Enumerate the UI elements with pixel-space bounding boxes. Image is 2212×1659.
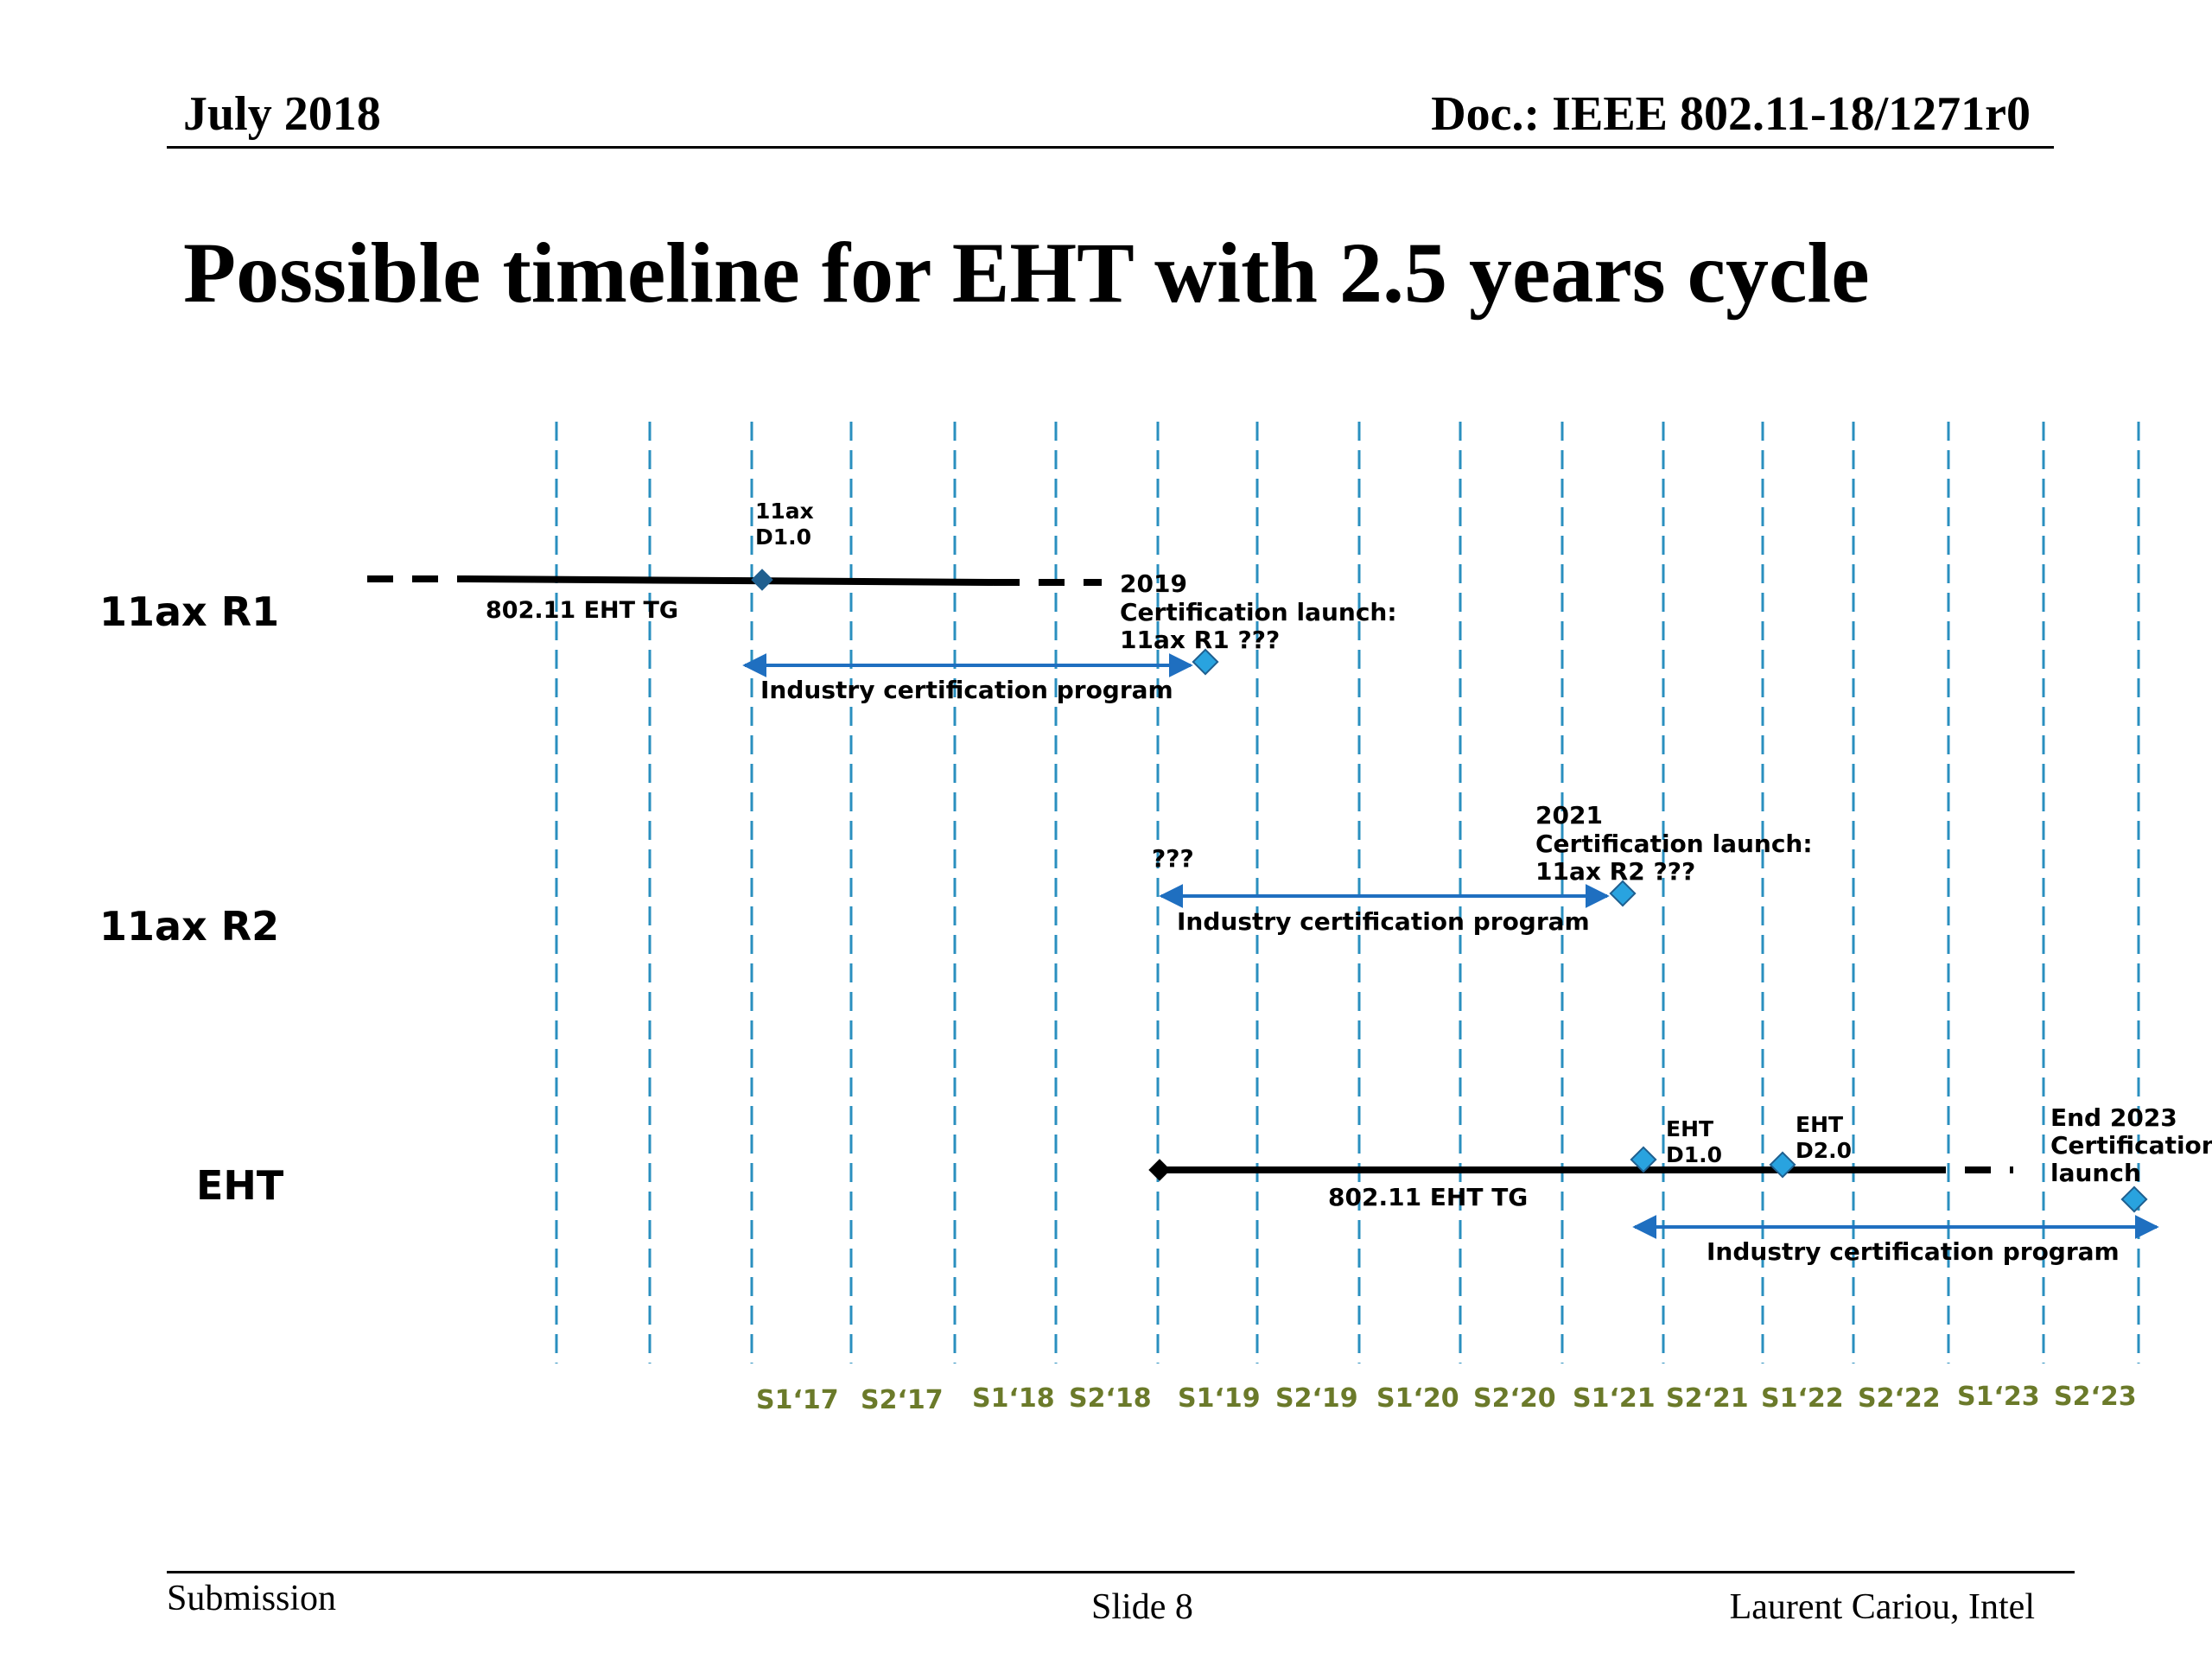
axis-label: S2‘17 [861,1385,944,1415]
eht-launch-label-line1: End 2023 [2050,1103,2177,1132]
r1-launch-label-line1: 2019 [1120,569,1187,598]
r2-start-label: ??? [1152,844,1194,873]
axis-label: S1‘23 [1957,1382,2040,1412]
r1-d10-label-line1: 11ax [755,499,814,524]
eht-start-milestone-diamond [1148,1159,1171,1181]
eht-d20-label-line2: D2.0 [1796,1138,1852,1163]
axis-label: S1‘19 [1178,1383,1261,1414]
header-date: July 2018 [183,87,381,141]
eht-d20-label-line1: EHT [1796,1112,1843,1137]
row-11ax-r1: 11ax D1.0 802.11 EHT TG 2019 Certificati… [367,499,1397,704]
row-label-eht: EHT [196,1162,284,1209]
eht-launch-milestone-diamond [2120,1185,2148,1213]
footer-submission: Submission [167,1579,337,1618]
eht-d10-label-line2: D1.0 [1666,1142,1722,1167]
eht-launch-label-line3: launch [2050,1159,2141,1187]
row-11ax-r2: ??? 2021 Certification launch: 11ax R2 ?… [1152,801,1813,936]
axis-label: S2‘19 [1275,1383,1358,1414]
eht-launch-label-line2: Certification [2050,1131,2212,1160]
r1-d10-label-line2: D1.0 [755,524,811,550]
eht-d20-milestone-diamond [1769,1151,1796,1179]
r2-launch-label-line2: Certification launch: [1535,830,1813,858]
axis-label: S1‘17 [756,1385,839,1415]
header-doc-id: Doc.: IEEE 802.11-18/1271r0 [1431,87,2031,141]
r1-launch-label-line2: Certification launch: [1120,598,1397,626]
row-eht: EHT D1.0 EHT D2.0 End 2023 Certification… [1148,1103,2212,1266]
slide-title: Possible timeline for EHT with 2.5 years… [183,225,1870,321]
r2-launch-label-line3: 11ax R2 ??? [1535,857,1695,886]
footer-author: Laurent Cariou, Intel [1729,1587,2035,1627]
eht-tg-label: 802.11 EHT TG [1328,1183,1528,1211]
row-label-11ax-r2: 11ax R2 [99,903,279,950]
r1-d10-milestone-diamond [751,569,773,591]
axis-label: S2‘21 [1666,1383,1749,1414]
axis-label: S2‘20 [1473,1383,1556,1414]
eht-program-label: Industry certification program [1707,1237,2120,1266]
r1-program-label: Industry certification program [760,676,1173,704]
r1-tg-bar [466,575,995,586]
r2-launch-label-line1: 2021 [1535,801,1603,830]
r2-program-label: Industry certification program [1177,907,1590,936]
semester-axis: S1‘17 S2‘17 S1‘18 S2‘18 S1‘19 S2‘19 S1‘2… [756,1382,2137,1415]
axis-label: S1‘21 [1573,1383,1656,1414]
axis-label: S1‘18 [972,1383,1055,1414]
axis-label: S1‘20 [1376,1383,1459,1414]
r2-launch-milestone-diamond [1609,880,1637,907]
r1-tg-label: 802.11 EHT TG [486,597,678,624]
footer-rule [167,1571,2075,1573]
axis-label: S1‘22 [1761,1383,1844,1414]
row-label-11ax-r1: 11ax R1 [99,588,279,635]
axis-label: S2‘23 [2054,1382,2137,1412]
eht-d10-label-line1: EHT [1666,1116,1713,1141]
footer-slide-number: Slide 8 [1091,1587,1193,1627]
timeline-grid [555,422,2140,1363]
eht-d10-milestone-diamond [1630,1146,1657,1173]
header-rule [167,146,2054,149]
r1-launch-label-line3: 11ax R1 ??? [1120,626,1280,654]
axis-label: S2‘18 [1069,1383,1152,1414]
axis-label: S2‘22 [1858,1383,1941,1414]
r1-launch-milestone-diamond [1192,648,1219,676]
